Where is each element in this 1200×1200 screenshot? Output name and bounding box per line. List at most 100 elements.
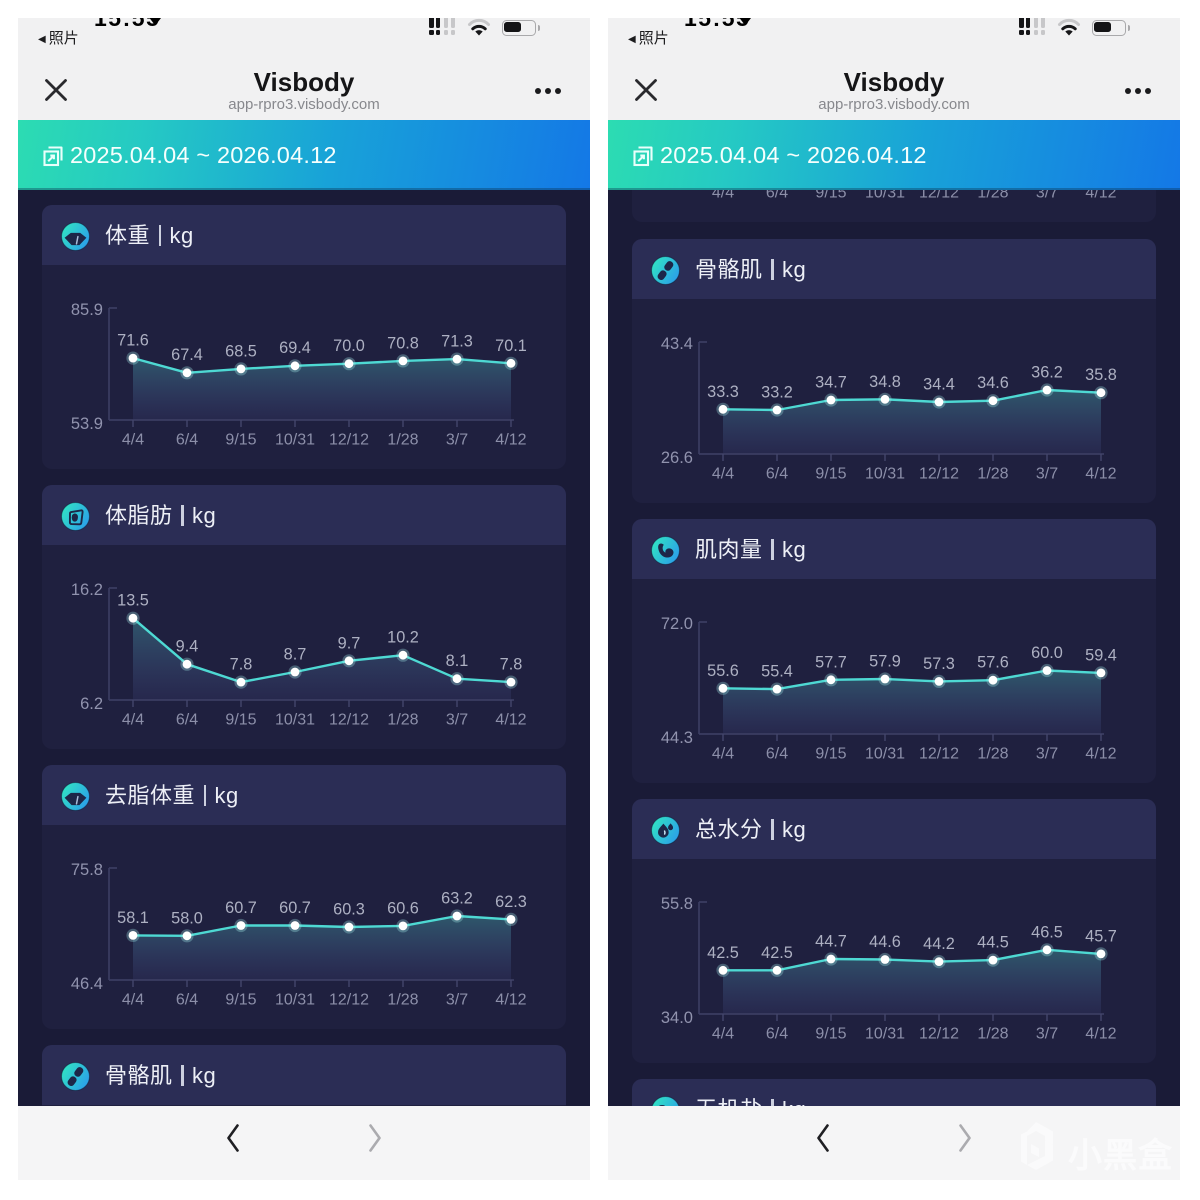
svg-text:4/12: 4/12 — [1085, 1025, 1116, 1042]
svg-text:60.6: 60.6 — [387, 899, 419, 917]
svg-text:55.6: 55.6 — [707, 661, 739, 679]
svg-text:10/31: 10/31 — [275, 432, 315, 449]
svg-text:68.5: 68.5 — [225, 342, 257, 360]
svg-text:4/12: 4/12 — [495, 712, 526, 729]
svg-text:46.4: 46.4 — [71, 975, 103, 993]
svg-text:43.4: 43.4 — [661, 335, 693, 353]
svg-text:4/4: 4/4 — [712, 1025, 734, 1042]
svg-text:4/4: 4/4 — [122, 992, 144, 1009]
svg-text:12/12: 12/12 — [329, 712, 369, 729]
svg-text:1/28: 1/28 — [387, 432, 418, 449]
svg-text:58.0: 58.0 — [171, 909, 203, 927]
svg-text:85.9: 85.9 — [71, 301, 103, 319]
svg-text:9.4: 9.4 — [176, 638, 199, 656]
svg-text:6.2: 6.2 — [80, 695, 103, 713]
svg-text:10/31: 10/31 — [865, 745, 905, 762]
svg-text:10.2: 10.2 — [387, 629, 419, 647]
svg-text:4/4: 4/4 — [122, 712, 144, 729]
svg-text:4/12: 4/12 — [1085, 465, 1116, 482]
svg-text:10/31: 10/31 — [275, 992, 315, 1009]
svg-text:44.7: 44.7 — [815, 932, 847, 950]
svg-text:3/7: 3/7 — [446, 432, 468, 449]
svg-text:6/4: 6/4 — [176, 992, 198, 1009]
svg-text:36.2: 36.2 — [1031, 363, 1063, 381]
svg-text:42.5: 42.5 — [707, 943, 739, 961]
svg-text:60.7: 60.7 — [279, 899, 311, 917]
svg-text:70.1: 70.1 — [495, 337, 527, 355]
svg-text:3/7: 3/7 — [1036, 1025, 1058, 1042]
svg-text:34.7: 34.7 — [815, 373, 847, 391]
svg-text:1/28: 1/28 — [387, 992, 418, 1009]
svg-text:3/7: 3/7 — [1036, 465, 1058, 482]
svg-text:8.1: 8.1 — [446, 652, 469, 670]
svg-text:9/15: 9/15 — [815, 745, 846, 762]
svg-text:6/4: 6/4 — [766, 465, 788, 482]
svg-text:71.6: 71.6 — [117, 332, 149, 350]
svg-text:75.8: 75.8 — [71, 861, 103, 879]
svg-text:8.7: 8.7 — [284, 646, 307, 664]
svg-text:71.3: 71.3 — [441, 333, 473, 351]
svg-text:60.3: 60.3 — [333, 901, 365, 919]
svg-text:12/12: 12/12 — [329, 432, 369, 449]
svg-text:44.2: 44.2 — [923, 935, 955, 953]
svg-text:6/4: 6/4 — [176, 712, 198, 729]
svg-text:10/31: 10/31 — [275, 712, 315, 729]
svg-text:9/15: 9/15 — [815, 1025, 846, 1042]
svg-text:60.0: 60.0 — [1031, 644, 1063, 662]
svg-text:4/12: 4/12 — [1085, 745, 1116, 762]
svg-text:6/4: 6/4 — [766, 1025, 788, 1042]
svg-text:72.0: 72.0 — [661, 615, 693, 633]
svg-text:70.8: 70.8 — [387, 334, 419, 352]
svg-text:1/28: 1/28 — [977, 465, 1008, 482]
svg-text:55.4: 55.4 — [761, 662, 793, 680]
svg-text:3/7: 3/7 — [446, 992, 468, 1009]
svg-text:57.9: 57.9 — [869, 652, 901, 670]
svg-text:3/7: 3/7 — [446, 712, 468, 729]
svg-text:67.4: 67.4 — [171, 346, 203, 364]
svg-text:4/4: 4/4 — [712, 465, 734, 482]
svg-text:62.3: 62.3 — [495, 893, 527, 911]
svg-text:58.1: 58.1 — [117, 909, 149, 927]
svg-text:7.8: 7.8 — [500, 656, 523, 674]
svg-text:6/4: 6/4 — [766, 745, 788, 762]
svg-text:69.4: 69.4 — [279, 339, 311, 357]
svg-text:33.3: 33.3 — [707, 382, 739, 400]
svg-text:53.9: 53.9 — [71, 415, 103, 433]
svg-text:26.6: 26.6 — [661, 449, 693, 467]
svg-text:4/12: 4/12 — [495, 992, 526, 1009]
svg-text:44.5: 44.5 — [977, 933, 1009, 951]
svg-text:16.2: 16.2 — [71, 581, 103, 599]
svg-text:9/15: 9/15 — [225, 992, 256, 1009]
svg-text:44.6: 44.6 — [869, 933, 901, 951]
svg-text:42.5: 42.5 — [761, 943, 793, 961]
svg-text:35.8: 35.8 — [1085, 366, 1117, 384]
svg-text:34.8: 34.8 — [869, 372, 901, 390]
svg-text:34.4: 34.4 — [923, 375, 955, 393]
svg-text:13.5: 13.5 — [117, 592, 149, 610]
svg-text:6/4: 6/4 — [176, 432, 198, 449]
svg-text:70.0: 70.0 — [333, 337, 365, 355]
svg-text:12/12: 12/12 — [919, 465, 959, 482]
svg-text:57.3: 57.3 — [923, 654, 955, 672]
svg-text:9/15: 9/15 — [815, 465, 846, 482]
svg-text:1/28: 1/28 — [977, 1025, 1008, 1042]
svg-text:4/4: 4/4 — [712, 745, 734, 762]
svg-text:10/31: 10/31 — [865, 465, 905, 482]
svg-text:45.7: 45.7 — [1085, 927, 1117, 945]
svg-text:10/31: 10/31 — [865, 1025, 905, 1042]
svg-text:46.5: 46.5 — [1031, 923, 1063, 941]
svg-text:59.4: 59.4 — [1085, 646, 1117, 664]
svg-text:44.3: 44.3 — [661, 729, 693, 747]
svg-text:12/12: 12/12 — [919, 745, 959, 762]
svg-text:57.7: 57.7 — [815, 653, 847, 671]
svg-text:9/15: 9/15 — [225, 712, 256, 729]
svg-text:7.8: 7.8 — [230, 656, 253, 674]
svg-text:12/12: 12/12 — [329, 992, 369, 1009]
svg-text:1/28: 1/28 — [387, 712, 418, 729]
svg-text:55.8: 55.8 — [661, 895, 693, 913]
svg-text:34.6: 34.6 — [977, 374, 1009, 392]
svg-text:63.2: 63.2 — [441, 890, 473, 908]
svg-text:9/15: 9/15 — [225, 432, 256, 449]
svg-text:34.0: 34.0 — [661, 1009, 693, 1027]
svg-text:3/7: 3/7 — [1036, 745, 1058, 762]
